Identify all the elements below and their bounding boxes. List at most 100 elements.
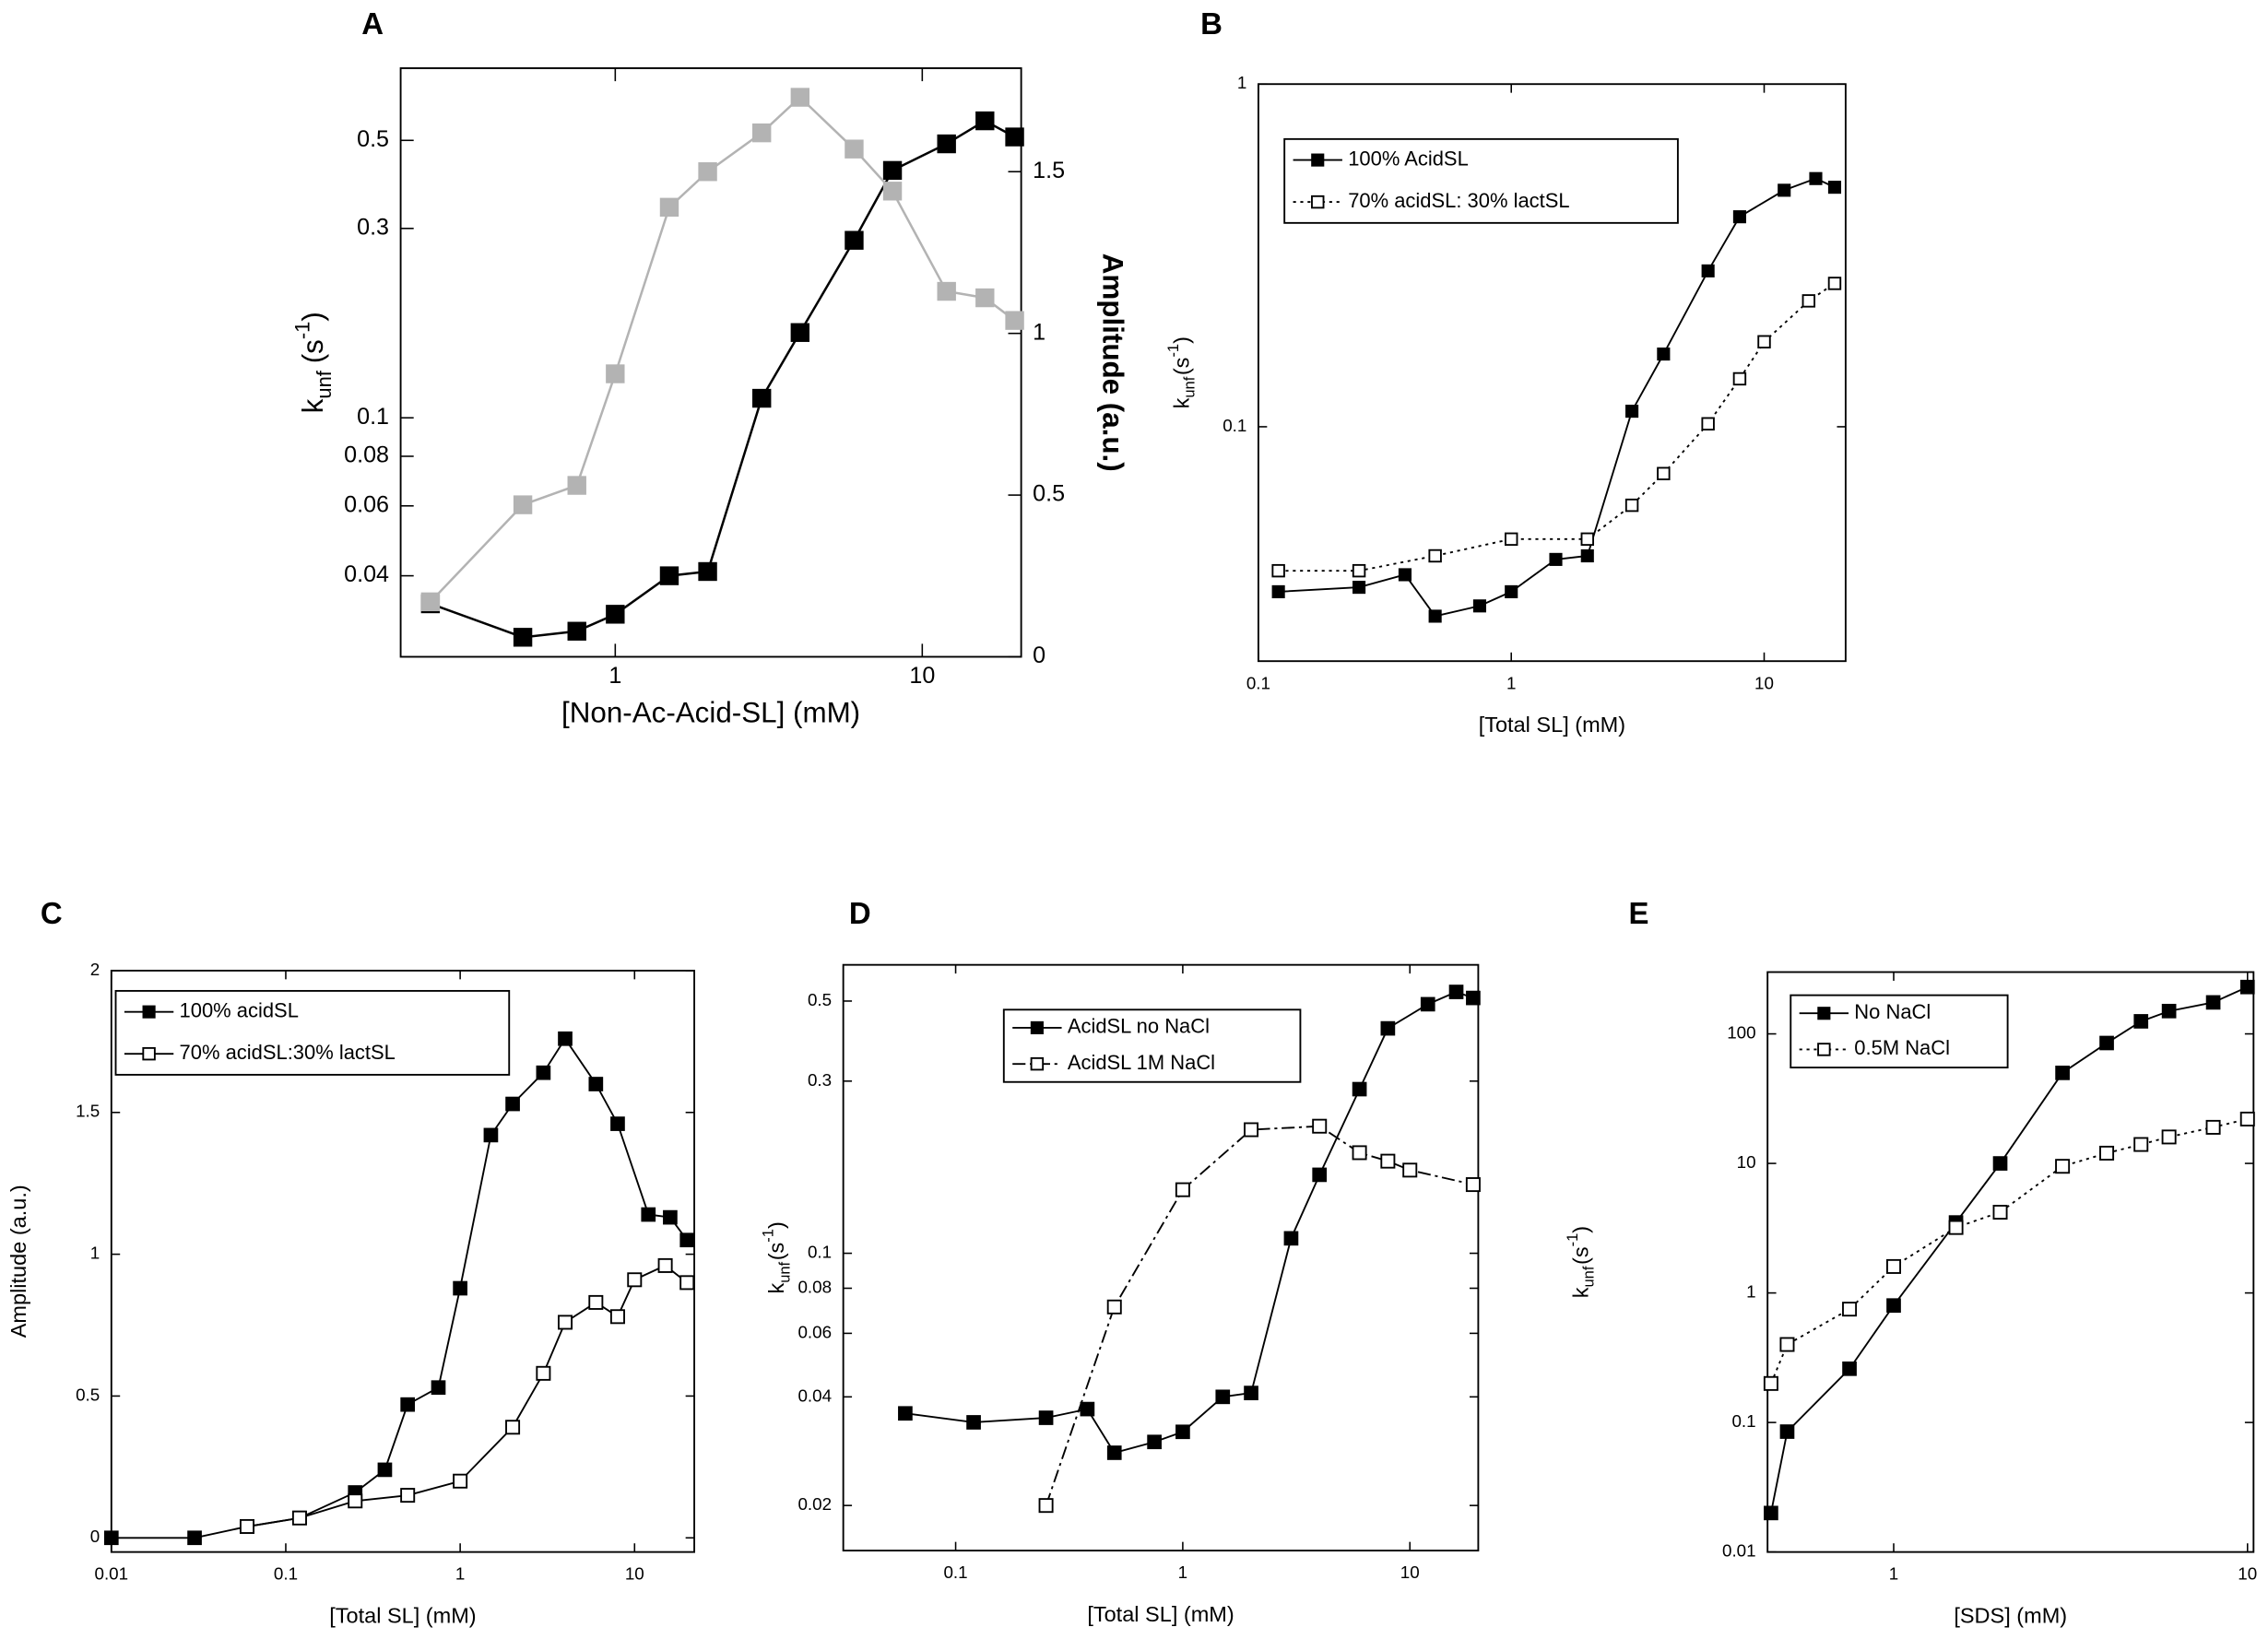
marker — [1402, 1162, 1418, 1178]
series-line — [1278, 177, 1836, 618]
y-tick-label: 0.5 — [357, 126, 389, 152]
marker — [1948, 1220, 1964, 1235]
marker — [1886, 1258, 1902, 1274]
y-axis-label: kunf(s-1) — [1565, 1226, 1598, 1298]
marker — [1657, 348, 1671, 361]
label-part: k — [297, 398, 329, 413]
marker — [2133, 1014, 2149, 1029]
marker — [1827, 181, 1842, 195]
marker — [1886, 1298, 1901, 1314]
x-tick-label: 1 — [1178, 1562, 1187, 1582]
marker — [1244, 1385, 1258, 1400]
marker — [1428, 609, 1442, 623]
marker — [1757, 335, 1771, 348]
y2-tick-label: 1 — [1033, 319, 1045, 345]
legend-label: 0.5M NaCl — [1854, 1036, 1950, 1059]
x-tick-label: 0.01 — [94, 1564, 128, 1584]
x-tick-label: 0.1 — [1246, 673, 1270, 692]
marker — [1701, 264, 1715, 277]
marker — [1271, 563, 1285, 578]
marker — [103, 1530, 119, 1546]
y-tick-label: 1.5 — [76, 1102, 100, 1121]
y-tick-label: 1 — [90, 1244, 100, 1263]
y-tick-label: 1 — [1746, 1282, 1755, 1302]
marker — [2133, 1137, 2149, 1152]
y-tick-label: 0.3 — [808, 1070, 832, 1090]
label-part: ) — [1569, 1226, 1593, 1233]
marker — [513, 628, 533, 647]
marker — [2099, 1035, 2114, 1051]
x-tick-label: 0.1 — [274, 1564, 298, 1584]
marker — [1504, 532, 1518, 547]
panel-label: E — [1629, 896, 1649, 930]
marker — [609, 1309, 625, 1325]
label-part: (s — [764, 1243, 788, 1261]
marker — [558, 1031, 573, 1046]
y-tick-label: 2 — [90, 960, 100, 979]
x-tick-label: 10 — [625, 1564, 644, 1584]
marker — [1428, 548, 1442, 563]
x-axis-label: [Total SL] (mM) — [1479, 713, 1625, 737]
marker — [142, 1005, 156, 1019]
marker — [1380, 1153, 1396, 1169]
marker — [1842, 1361, 1857, 1376]
marker — [1465, 1177, 1481, 1193]
marker — [1764, 1505, 1778, 1521]
marker — [1311, 195, 1325, 209]
marker — [1505, 584, 1518, 598]
y-axis-label: kunf(s-1) — [1165, 336, 1199, 408]
marker — [1312, 1118, 1328, 1134]
marker — [1312, 1167, 1328, 1183]
marker — [377, 1462, 393, 1478]
y-tick-label: 0.5 — [76, 1385, 100, 1404]
marker — [1038, 1410, 1054, 1425]
y-tick-label: 0.1 — [808, 1243, 832, 1262]
legend-label: 100% AcidSL — [1348, 147, 1469, 170]
label-part: (s — [1170, 358, 1194, 376]
label-part: k — [1170, 397, 1194, 408]
marker — [1625, 405, 1639, 419]
marker — [505, 1096, 520, 1112]
y-tick-label: 0.02 — [797, 1494, 832, 1514]
marker — [1779, 1424, 1795, 1439]
marker — [1175, 1424, 1190, 1440]
plot-frame — [1766, 971, 2255, 1553]
marker — [606, 364, 625, 383]
marker — [1353, 581, 1366, 595]
marker — [1472, 599, 1487, 613]
y-tick-label: 0.1 — [1731, 1411, 1755, 1431]
marker — [1215, 1389, 1231, 1405]
label-sup: -1 — [1165, 344, 1182, 358]
marker — [1311, 153, 1325, 167]
x-tick-label: 1 — [455, 1564, 465, 1584]
marker — [1030, 1020, 1044, 1034]
marker — [1732, 210, 1746, 224]
y-tick-label: 0.06 — [797, 1322, 832, 1341]
marker — [606, 605, 625, 624]
marker — [1005, 311, 1024, 330]
plot-frame — [1257, 83, 1847, 663]
marker — [1352, 563, 1366, 578]
marker — [239, 1518, 255, 1534]
marker — [453, 1280, 467, 1296]
marker — [2161, 1129, 2177, 1145]
marker — [567, 621, 586, 641]
marker — [882, 182, 903, 201]
marker — [1420, 996, 1435, 1012]
marker — [400, 1488, 416, 1503]
marker — [1271, 584, 1285, 598]
marker — [453, 1473, 468, 1489]
label-sub: unf — [313, 370, 336, 398]
y-tick-label: 0.08 — [797, 1277, 832, 1296]
marker — [966, 1415, 981, 1430]
label-part: ) — [764, 1221, 788, 1229]
marker — [937, 134, 956, 154]
marker — [536, 1365, 551, 1381]
label-part: k — [1569, 1287, 1593, 1298]
x-tick-label: 1 — [608, 663, 621, 689]
label-part: (s — [297, 339, 329, 363]
marker — [1080, 1401, 1095, 1417]
marker — [1244, 1122, 1259, 1138]
marker — [627, 1272, 643, 1288]
marker — [898, 1406, 913, 1421]
